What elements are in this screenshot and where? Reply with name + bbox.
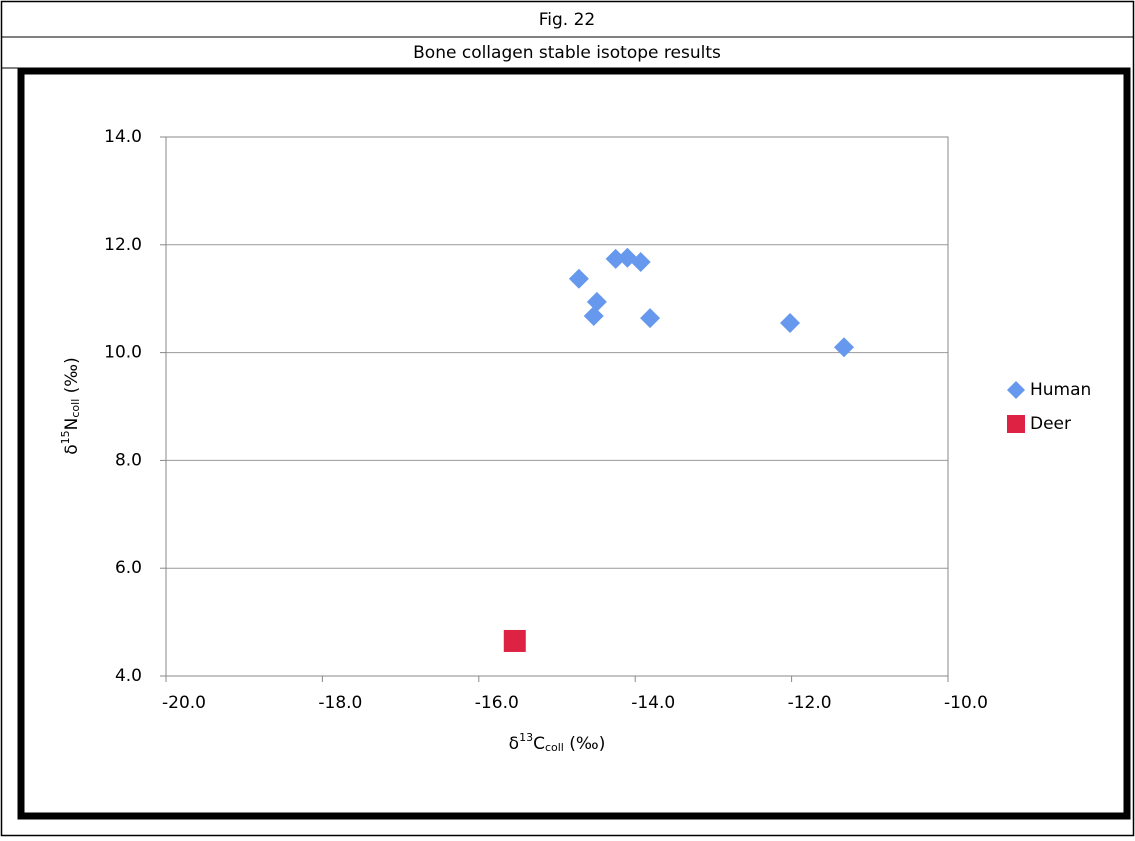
y-axis-label-part: N (62, 418, 82, 431)
y-tick-label: 8.0 (115, 450, 142, 470)
point (605, 248, 626, 269)
legend-swatch (1007, 415, 1025, 433)
plot-area (165, 136, 949, 677)
x-axis-label-part: δ (509, 734, 519, 754)
point (833, 337, 854, 358)
y-axis-label: δ15Ncoll (‰) (59, 357, 82, 455)
legend-label: Deer (1030, 414, 1071, 434)
point (568, 268, 589, 289)
x-tick-label: -12.0 (788, 693, 832, 713)
point (583, 305, 604, 326)
x-axis-label: δ13Ccoll (‰) (509, 731, 606, 754)
figure-title: Bone collagen stable isotope results (413, 43, 721, 63)
point (780, 312, 801, 333)
point (640, 308, 661, 329)
legend-label: Human (1030, 380, 1091, 400)
x-tick-label: -10.0 (944, 693, 988, 713)
legend-swatch (1007, 381, 1025, 399)
y-tick-label: 4.0 (115, 666, 142, 686)
y-axis-label-part: δ (62, 444, 82, 454)
x-tick-label: -16.0 (475, 693, 519, 713)
y-axis-label-part: 15 (59, 430, 72, 444)
y-tick-label: 10.0 (104, 343, 142, 363)
chart-border (17, 67, 1131, 820)
x-tick-label: -18.0 (318, 693, 362, 713)
x-tick-label: -14.0 (631, 693, 675, 713)
y-axis-label-part: (‰) (62, 357, 82, 398)
x-axis-label-part: coll (545, 741, 564, 754)
y-tick-label: 6.0 (115, 558, 142, 578)
point (630, 252, 651, 273)
y-tick-label: 12.0 (104, 235, 142, 255)
y-tick-label: 14.0 (104, 127, 142, 147)
figure-number: Fig. 22 (539, 10, 596, 30)
x-tick-label: -20.0 (162, 693, 206, 713)
x-axis-label-part: (‰) (564, 734, 605, 754)
y-axis-label-part: coll (69, 399, 82, 418)
x-axis-label-part: C (533, 734, 545, 754)
point (586, 291, 607, 312)
point (503, 629, 526, 652)
x-axis-label-part: 13 (519, 731, 533, 744)
